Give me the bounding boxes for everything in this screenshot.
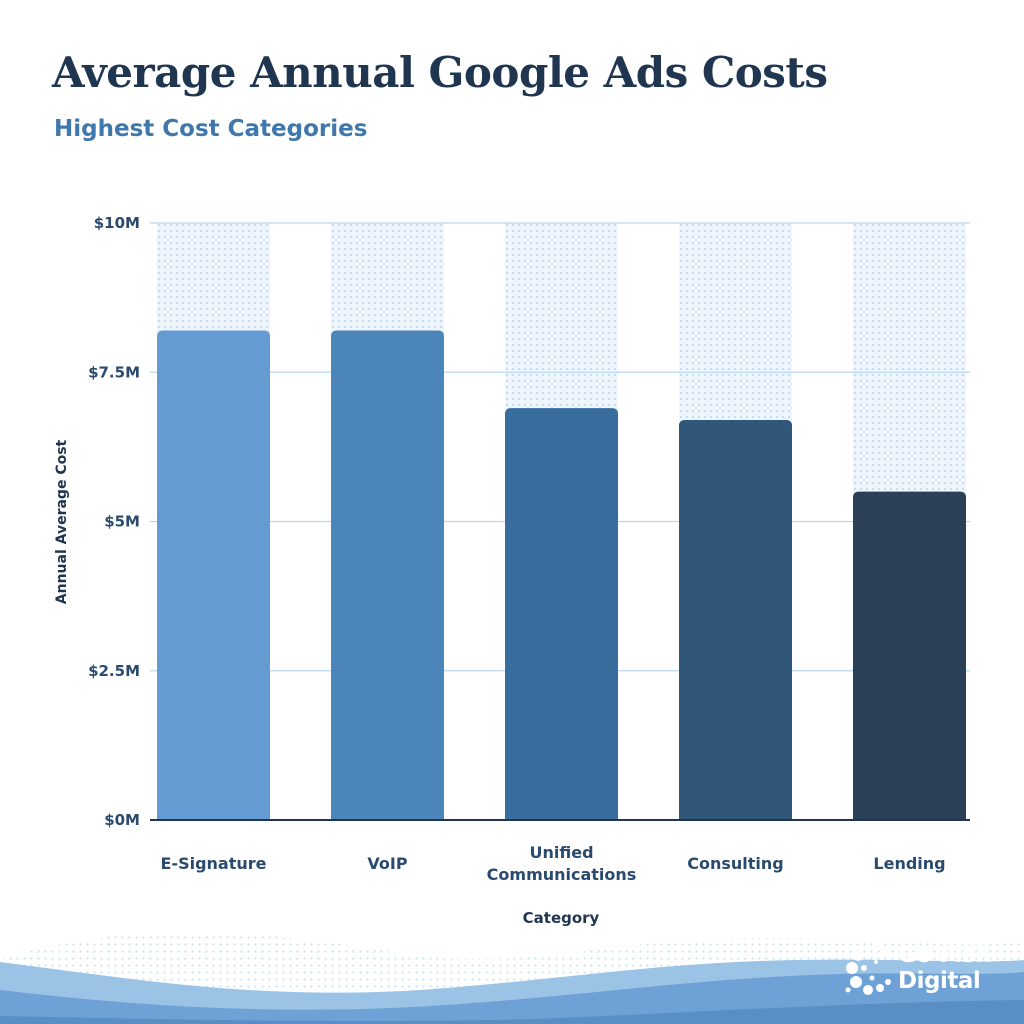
bar-e-signature (157, 330, 270, 820)
y-tick-label: $0M (104, 811, 140, 829)
y-axis-title: Annual Average Cost (54, 439, 70, 604)
y-tick-label: $7.5M (88, 363, 140, 381)
x-tick-label: VoIP (367, 854, 407, 873)
go-fish-digital-logo: Go Fish Digital (842, 938, 1002, 1002)
bar-chart: $0M $2.5M $5M $7.5M $10M E-Signature VoIP Unifi… (54, 214, 970, 927)
bar-voip (331, 330, 444, 820)
bar-lending (853, 491, 966, 820)
fish-logo-icon (845, 943, 891, 995)
brand-name-line2: Digital (898, 968, 981, 994)
bar-consulting (679, 420, 792, 820)
bar-unified-communications (505, 408, 618, 820)
y-tick-label: $2.5M (88, 662, 140, 680)
chart-subtitle: Highest Cost Categories (54, 116, 368, 142)
x-tick-label: Lending (873, 854, 945, 873)
y-tick-label: $5M (104, 513, 140, 531)
x-tick-label: Communications (487, 865, 637, 884)
x-tick-label: Unified (529, 843, 593, 862)
brand-name-line1: Go Fish (898, 942, 991, 968)
x-tick-label: E-Signature (161, 854, 267, 873)
y-tick-label: $10M (94, 214, 140, 232)
wave-footer (0, 932, 1024, 1024)
x-axis-title: Category (523, 909, 600, 927)
x-tick-label: Consulting (687, 854, 784, 873)
chart-title: Average Annual Google Ads Costs (52, 48, 828, 97)
